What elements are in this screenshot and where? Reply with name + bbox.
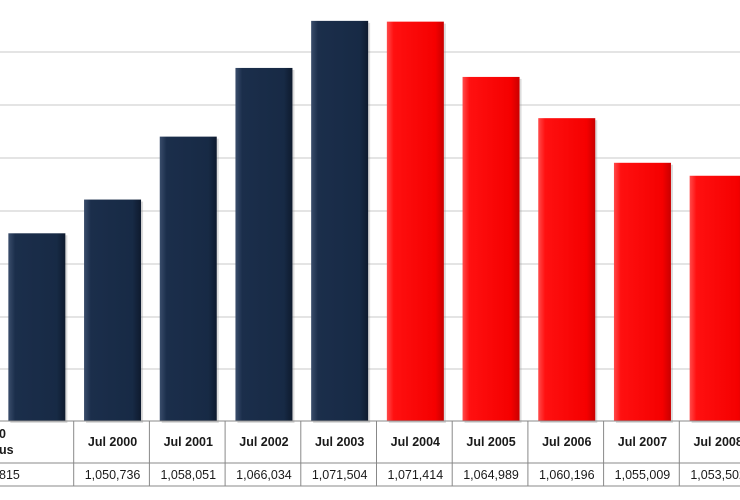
tick-label: Jul 2003 xyxy=(315,435,364,449)
tick-label: Jul 2002 xyxy=(239,435,288,449)
bar xyxy=(462,76,520,421)
bar xyxy=(159,136,217,421)
bar xyxy=(8,233,66,421)
data-label: 1,058,051 xyxy=(160,468,216,482)
bar xyxy=(386,21,444,421)
bar xyxy=(235,67,293,422)
tick-label: Jul 2000 xyxy=(88,435,137,449)
tick-label: Jul 2001 xyxy=(164,435,213,449)
bar xyxy=(311,20,369,422)
data-label: 1,055,009 xyxy=(615,468,671,482)
tick-label: Jul 2008 xyxy=(693,435,740,449)
bars xyxy=(8,20,740,424)
data-label: 1,053,502 xyxy=(690,468,740,482)
tick-label: Jul 2007 xyxy=(618,435,667,449)
bar xyxy=(84,199,142,421)
tick-label: Jul 2005 xyxy=(466,435,515,449)
tick-label: Jul 2006 xyxy=(542,435,591,449)
data-label: 1,071,414 xyxy=(388,468,444,482)
data-label: 1,050,736 xyxy=(85,468,141,482)
tick-label: 0 us xyxy=(0,427,14,457)
data-table: 0 us 815 Jul 2000 1,050,736 Jul 2001 1,058,051… xyxy=(0,420,740,487)
data-label: 815 xyxy=(0,468,20,482)
tick-label: Jul 2004 xyxy=(391,435,440,449)
data-label: 1,060,196 xyxy=(539,468,595,482)
bar xyxy=(689,175,740,421)
bar xyxy=(538,118,596,421)
data-label: 1,071,504 xyxy=(312,468,368,482)
data-label: 1,066,034 xyxy=(236,468,292,482)
data-label: 1,064,989 xyxy=(463,468,519,482)
bar xyxy=(613,162,671,422)
